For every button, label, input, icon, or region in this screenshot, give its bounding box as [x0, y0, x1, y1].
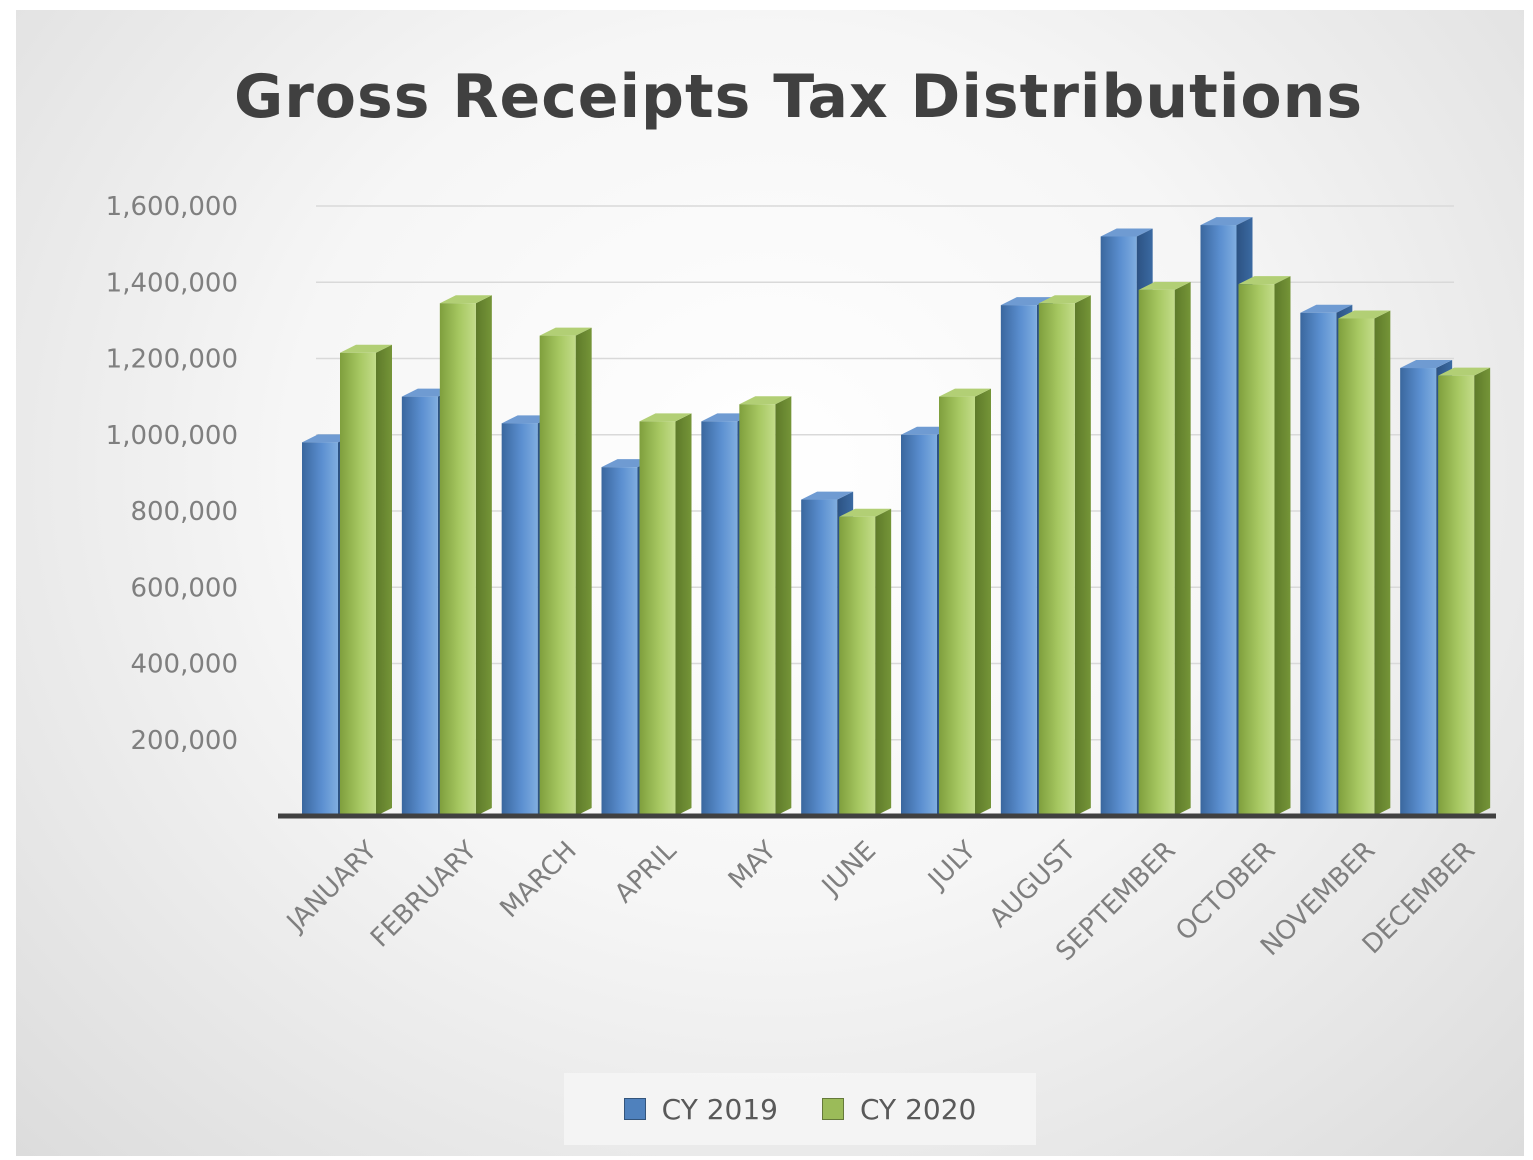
bar-july-cy2020 — [939, 388, 991, 816]
y-tick-label: 1,200,000 — [106, 345, 238, 375]
x-tick-label: JULY — [921, 836, 982, 897]
bar-chart: 200,000 400,000 600,000 800,000 1,000,000 1,2… — [106, 192, 1496, 967]
legend-swatch-cy2020 — [822, 1098, 844, 1120]
x-tick-label: JUNE — [815, 836, 882, 903]
bar-december-cy2020 — [1438, 367, 1491, 816]
bar-april-cy2020 — [639, 413, 692, 816]
x-tick-label: MARCH — [494, 836, 582, 924]
y-tick-label: 600,000 — [130, 573, 238, 603]
legend-item-cy2020: CY 2020 — [822, 1093, 976, 1126]
chart-title: Gross Receipts Tax Distributions — [233, 62, 1364, 132]
bar-june-cy2020 — [839, 508, 892, 816]
bar-september-cy2020 — [1138, 281, 1191, 816]
y-tick-label: 400,000 — [130, 650, 238, 680]
y-tick-label: 200,000 — [130, 726, 238, 756]
x-tick-label: APRIL — [609, 835, 683, 909]
bar-october-cy2020 — [1238, 276, 1291, 816]
legend: CY 2019 CY 2020 — [564, 1073, 1036, 1145]
x-tick-label: JANUARY — [280, 836, 383, 939]
legend-swatch-cy2019 — [623, 1098, 646, 1120]
legend-item-cy2019: CY 2019 — [623, 1092, 778, 1126]
x-tick-label: FEBRUARY — [365, 836, 483, 954]
bar-january-cy2020 — [340, 344, 392, 816]
bar-august-cy2020 — [1038, 295, 1091, 816]
y-tick-label: 1,600,000 — [106, 192, 238, 222]
legend-label-cy2019: CY 2019 — [661, 1092, 778, 1126]
y-tick-label: 1,400,000 — [106, 268, 238, 298]
y-tick-label: 800,000 — [130, 497, 238, 527]
y-tick-label: 1,000,000 — [106, 421, 238, 451]
chart-area: Gross Receipts Tax Distributions — [16, 10, 1524, 1156]
x-tick-label: AUGUST — [984, 836, 1082, 934]
bar-february-cy2020 — [439, 295, 492, 816]
bar-march-cy2020 — [539, 327, 592, 816]
bar-may-cy2020 — [739, 396, 792, 816]
bar-november-cy2020 — [1338, 310, 1391, 816]
legend-label-cy2020: CY 2020 — [860, 1092, 977, 1126]
x-tick-label: MAY — [723, 836, 783, 896]
